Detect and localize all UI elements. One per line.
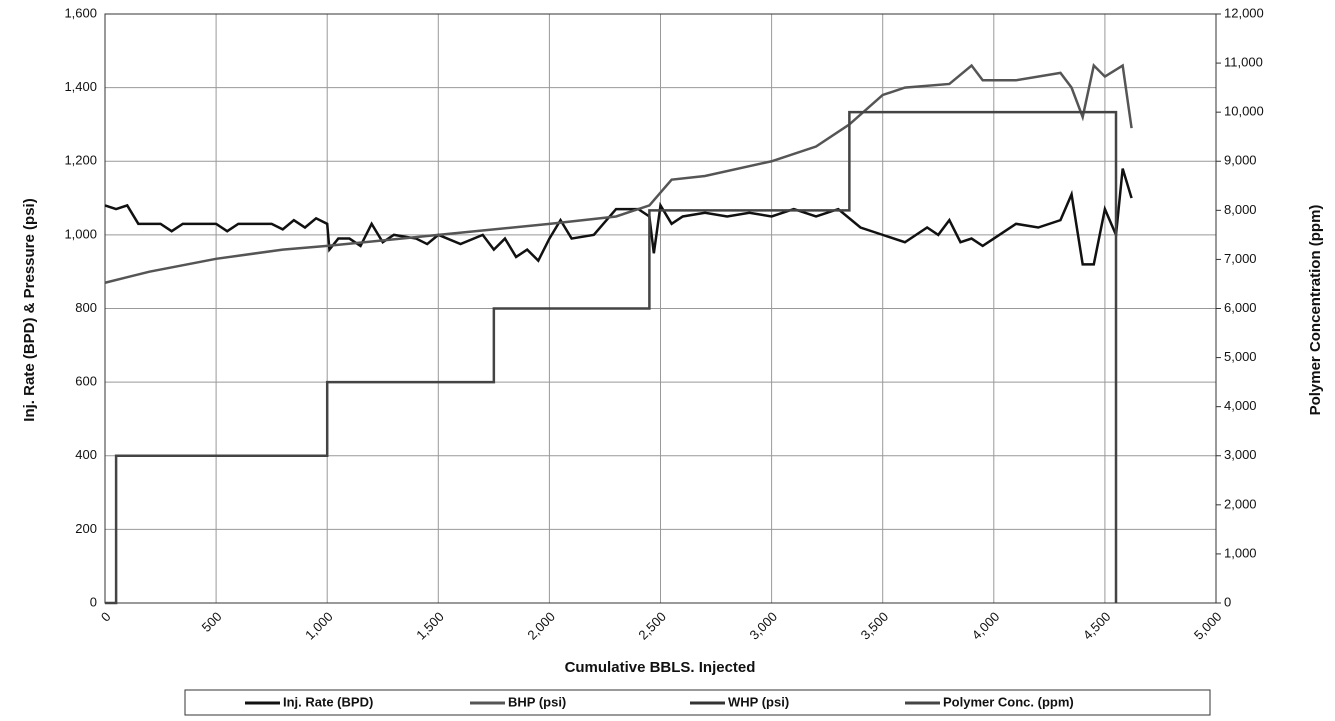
y-tick-label: 400 xyxy=(75,447,97,462)
x-tick-label: 3,500 xyxy=(858,609,892,643)
x-tick-label: 500 xyxy=(199,609,225,635)
plot-frame xyxy=(104,13,1217,604)
y-tick-label: 0 xyxy=(90,594,97,609)
series-line xyxy=(105,110,1118,605)
y2-tick-label: 5,000 xyxy=(1224,349,1257,364)
series-line xyxy=(104,63,1133,284)
y-tick-label: 600 xyxy=(75,374,97,389)
y2-tick-label: 7,000 xyxy=(1224,251,1257,266)
y2-tick-label: 9,000 xyxy=(1224,153,1257,168)
y2-tick-label: 3,000 xyxy=(1224,447,1257,462)
y2-tick-label: 0 xyxy=(1224,594,1231,609)
y2-tick-label: 1,000 xyxy=(1224,545,1257,560)
x-tick-label: 5,000 xyxy=(1191,609,1225,643)
y-tick-label: 1,400 xyxy=(64,79,97,94)
x-tick-label: 1,000 xyxy=(302,609,336,643)
x-tick-label: 2,500 xyxy=(635,609,669,643)
legend-label: WHP (psi) xyxy=(728,694,789,709)
legend-label: Inj. Rate (BPD) xyxy=(283,694,373,709)
y2-tick-label: 11,000 xyxy=(1224,55,1263,70)
y2-tick-label: 4,000 xyxy=(1224,398,1257,413)
x-tick-label: 3,000 xyxy=(747,609,781,643)
y-tick-label: 200 xyxy=(75,521,97,536)
legend-label: BHP (psi) xyxy=(508,694,566,709)
y-tick-label: 800 xyxy=(75,300,97,315)
y-axis-label: Inj. Rate (BPD) & Pressure (psi) xyxy=(21,198,38,421)
x-tick-label: 1,500 xyxy=(413,609,447,643)
y-tick-label: 1,000 xyxy=(64,226,97,241)
x-tick-label: 4,500 xyxy=(1080,609,1114,643)
legend-box xyxy=(184,689,1211,716)
x-axis-label: Cumulative BBLS. Injected xyxy=(565,659,756,676)
legend-label: Polymer Conc. (ppm) xyxy=(943,694,1074,709)
x-tick-label: 0 xyxy=(98,609,114,625)
y2-tick-label: 2,000 xyxy=(1224,496,1257,511)
x-tick-label: 4,000 xyxy=(969,609,1003,643)
y-tick-label: 1,200 xyxy=(64,153,97,168)
y2-tick-label: 10,000 xyxy=(1224,104,1264,119)
y-tick-label: 1,600 xyxy=(64,5,97,20)
y2-axis-label: Polymer Concentration (ppm) xyxy=(1307,205,1324,416)
y2-tick-label: 8,000 xyxy=(1224,202,1257,217)
x-tick-label: 2,000 xyxy=(524,609,558,643)
y2-tick-label: 6,000 xyxy=(1224,300,1257,315)
series-line xyxy=(104,168,1133,266)
y2-tick-label: 12,000 xyxy=(1224,5,1264,20)
